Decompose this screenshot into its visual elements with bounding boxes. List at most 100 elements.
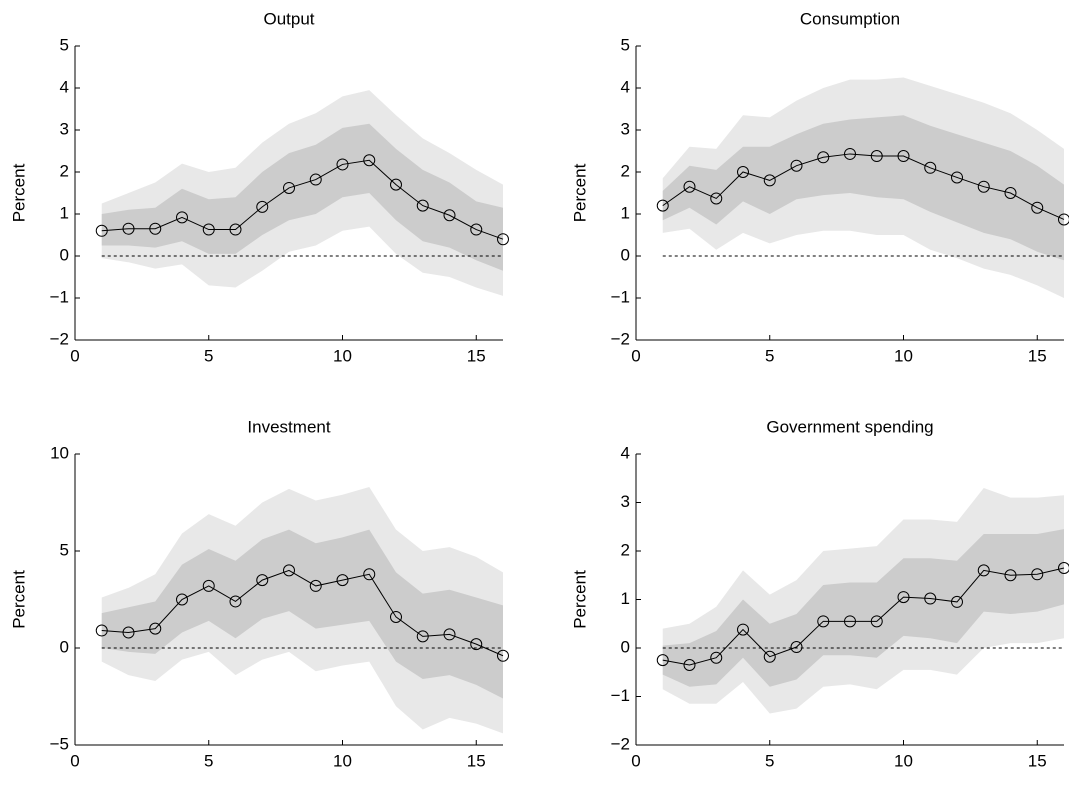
x-tick-label: 5 — [765, 751, 774, 770]
marker — [229, 223, 242, 236]
marker — [683, 658, 696, 671]
confidence-band — [101, 529, 503, 699]
x-tick-label: 15 — [1028, 346, 1047, 365]
marker — [1004, 569, 1017, 582]
marker — [363, 154, 376, 167]
marker — [497, 233, 509, 246]
marker — [363, 568, 376, 581]
x-tick-label: 5 — [204, 346, 213, 365]
y-tick-label: 4 — [621, 77, 630, 96]
marker — [202, 223, 215, 236]
y-tick-label: 4 — [60, 77, 69, 96]
marker — [763, 174, 776, 187]
marker — [924, 161, 937, 174]
subplot-title: Output — [263, 9, 314, 28]
y-tick-label: 4 — [621, 443, 630, 462]
marker — [844, 615, 856, 628]
marker — [710, 651, 723, 664]
y-tick-label: −5 — [50, 734, 69, 753]
x-tick-label: 0 — [70, 751, 79, 770]
marker — [470, 638, 483, 651]
marker — [256, 574, 269, 587]
marker — [149, 222, 162, 235]
marker — [95, 624, 108, 637]
marker — [336, 158, 349, 171]
marker — [202, 579, 215, 592]
marker — [924, 592, 937, 605]
y-tick-label: 2 — [621, 161, 630, 180]
x-tick-label: 0 — [631, 346, 640, 365]
y-tick-label: −1 — [611, 287, 630, 306]
marker — [1004, 187, 1017, 199]
marker — [656, 654, 669, 667]
marker — [951, 171, 963, 184]
y-tick-label: 10 — [50, 443, 69, 462]
x-tick-label: 15 — [1028, 751, 1047, 770]
x-tick-label: 10 — [894, 751, 913, 770]
marker — [1058, 561, 1069, 574]
marker — [390, 178, 402, 191]
y-tick-label: −2 — [611, 734, 630, 753]
y-tick-label: 1 — [621, 589, 630, 608]
marker — [1058, 213, 1069, 226]
marker — [683, 180, 696, 193]
y-tick-label: −1 — [611, 686, 630, 705]
subplot-title: Investment — [247, 417, 330, 436]
y-axis-label: Percent — [9, 570, 28, 629]
y-tick-label: 1 — [621, 203, 630, 222]
y-tick-label: 0 — [621, 245, 630, 264]
marker — [122, 222, 135, 235]
y-tick-label: 0 — [60, 637, 69, 656]
y-tick-label: 5 — [60, 540, 69, 559]
y-tick-label: 3 — [60, 119, 69, 138]
marker — [309, 579, 322, 592]
marker — [309, 173, 322, 186]
marker — [229, 595, 242, 608]
marker — [897, 591, 910, 604]
x-tick-label: 15 — [467, 346, 486, 365]
marker — [416, 630, 429, 643]
marker — [336, 574, 349, 587]
marker — [656, 199, 669, 212]
x-tick-label: 5 — [765, 346, 774, 365]
marker — [1031, 201, 1044, 214]
marker — [710, 192, 723, 205]
series-line — [101, 159, 504, 240]
marker — [497, 649, 509, 662]
marker — [95, 224, 108, 237]
confidence-band — [662, 529, 1064, 687]
marker — [977, 180, 990, 193]
y-tick-label: 2 — [621, 540, 630, 559]
confidence-band — [662, 115, 1064, 261]
marker — [390, 610, 402, 623]
x-tick-label: 0 — [70, 346, 79, 365]
marker — [737, 623, 749, 636]
y-tick-label: 0 — [621, 637, 630, 656]
series-line — [101, 569, 504, 657]
marker — [470, 223, 483, 236]
y-axis-label: Percent — [9, 163, 28, 222]
marker — [897, 150, 910, 163]
marker — [790, 641, 803, 654]
subplot-title: Consumption — [800, 9, 900, 28]
marker — [176, 211, 188, 224]
marker — [817, 615, 830, 628]
marker — [443, 209, 456, 222]
y-axis-label: Percent — [570, 163, 589, 222]
subplot-title: Government spending — [766, 417, 933, 436]
y-tick-label: −2 — [611, 329, 630, 348]
marker — [870, 150, 883, 163]
series-line — [662, 153, 1065, 220]
marker — [790, 159, 803, 172]
x-tick-label: 5 — [204, 751, 213, 770]
y-tick-label: 0 — [60, 245, 69, 264]
y-tick-label: −1 — [50, 287, 69, 306]
x-tick-label: 15 — [467, 751, 486, 770]
marker — [870, 615, 883, 628]
marker — [149, 622, 162, 635]
marker — [283, 564, 295, 577]
marker — [817, 151, 830, 164]
confidence-band — [101, 123, 503, 271]
y-tick-label: 3 — [621, 492, 630, 511]
